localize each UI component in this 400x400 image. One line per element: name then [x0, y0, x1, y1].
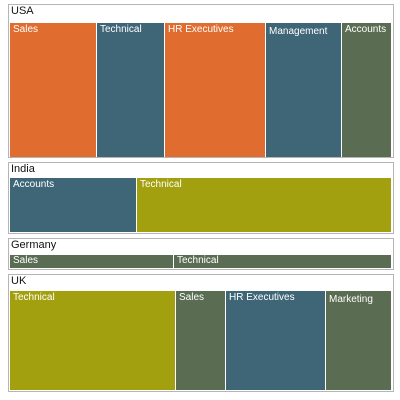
treemap-tile-label: Sales — [13, 255, 39, 266]
treemap-group-india: India Accounts Technical — [8, 162, 394, 234]
treemap-tile-label: HR Executives — [229, 292, 295, 303]
treemap-tile-label: Technical — [100, 24, 142, 35]
treemap-tile: HR Executives — [165, 23, 266, 157]
treemap-tile-label: Technical — [177, 255, 219, 266]
treemap-tile-label: Sales — [179, 292, 205, 303]
treemap-tile-label: Technical — [140, 179, 182, 190]
treemap-tile: Accounts — [342, 23, 391, 157]
treemap-group-label: Germany — [11, 239, 57, 251]
treemap-tile-label: Accounts — [345, 24, 387, 35]
treemap-tile: Technical — [10, 291, 176, 390]
treemap-group-usa: USA Sales Technical HR Executives Management… — [8, 4, 394, 158]
treemap-tile: Technical — [137, 178, 391, 232]
treemap-tile-label: Sales — [13, 24, 39, 35]
treemap-tile: Marketing — [326, 291, 391, 390]
treemap-group-label: USA — [11, 5, 34, 17]
treemap-tile-label: Technical — [13, 292, 55, 303]
treemap-tile: Accounts — [10, 178, 137, 232]
treemap-group-uk: UK Technical Sales HR Executives Marketing — [8, 274, 394, 392]
treemap-tile: Technical — [97, 23, 165, 157]
treemap-tile: Sales — [10, 23, 97, 157]
treemap-group-label: UK — [11, 275, 27, 287]
treemap-tile: Sales — [176, 291, 226, 390]
treemap-tile: Technical — [174, 255, 391, 268]
treemap-tile-label: Accounts — [13, 179, 55, 190]
treemap-tile-label: HR Executives — [168, 24, 234, 35]
treemap-tile: HR Executives — [226, 291, 326, 390]
treemap-tile: Management — [266, 23, 342, 157]
treemap-group-germany: Germany Sales Technical — [8, 238, 394, 270]
treemap-tile-label: Management — [269, 26, 328, 37]
treemap-tile: Sales — [10, 255, 174, 268]
treemap-group-label: India — [11, 163, 35, 175]
treemap-tile-label: Marketing — [329, 294, 373, 305]
